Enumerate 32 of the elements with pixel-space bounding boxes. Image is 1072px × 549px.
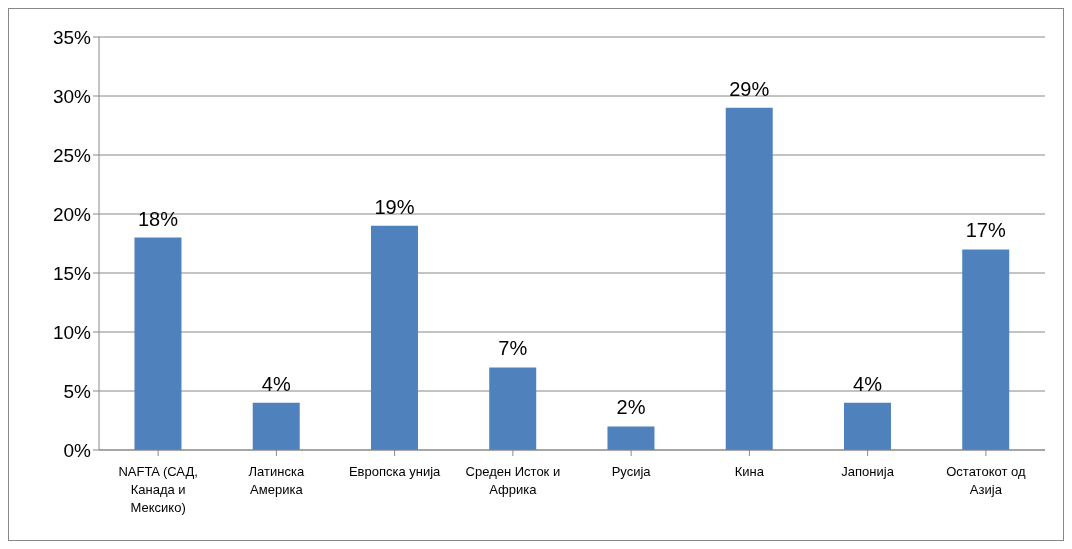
x-tick-label: Јапонија: [841, 464, 895, 479]
y-tick-label: 15%: [52, 262, 92, 284]
y-tick-label: 5%: [63, 380, 92, 402]
x-tick-label: NAFTA (САД, Канада и Мексико): [118, 464, 198, 515]
data-label: 17%: [965, 219, 1006, 242]
x-tick-label: Остатокот од Азија: [946, 464, 1026, 497]
bar: [134, 237, 182, 450]
data-label: 7%: [498, 337, 528, 360]
x-tick-label: Европска унија: [348, 464, 442, 479]
y-tick-label: 35%: [52, 26, 92, 48]
data-label: 2%: [616, 396, 646, 419]
bar: [607, 426, 655, 450]
data-label: 4%: [261, 372, 291, 395]
y-tick-label: 30%: [52, 85, 92, 107]
bar: [370, 225, 418, 450]
x-tick-label: Среден Исток и Африка: [465, 464, 561, 497]
data-label: 4%: [853, 372, 883, 395]
data-label: 19%: [374, 195, 415, 218]
y-tick-label: 25%: [52, 144, 92, 166]
data-label: 29%: [729, 77, 770, 100]
bar: [962, 249, 1010, 450]
bar: [843, 402, 891, 450]
bar: [725, 107, 773, 450]
x-tick-label: Русија: [611, 464, 652, 479]
y-tick-label: 10%: [52, 321, 92, 343]
y-tick-label: 0%: [63, 439, 92, 461]
bar: [489, 367, 537, 450]
x-tick-label: Кина: [734, 464, 765, 479]
y-tick-label: 20%: [52, 203, 92, 225]
bar: [252, 402, 300, 450]
data-label: 18%: [137, 207, 179, 230]
x-tick-label: Латинска Америка: [248, 464, 305, 497]
